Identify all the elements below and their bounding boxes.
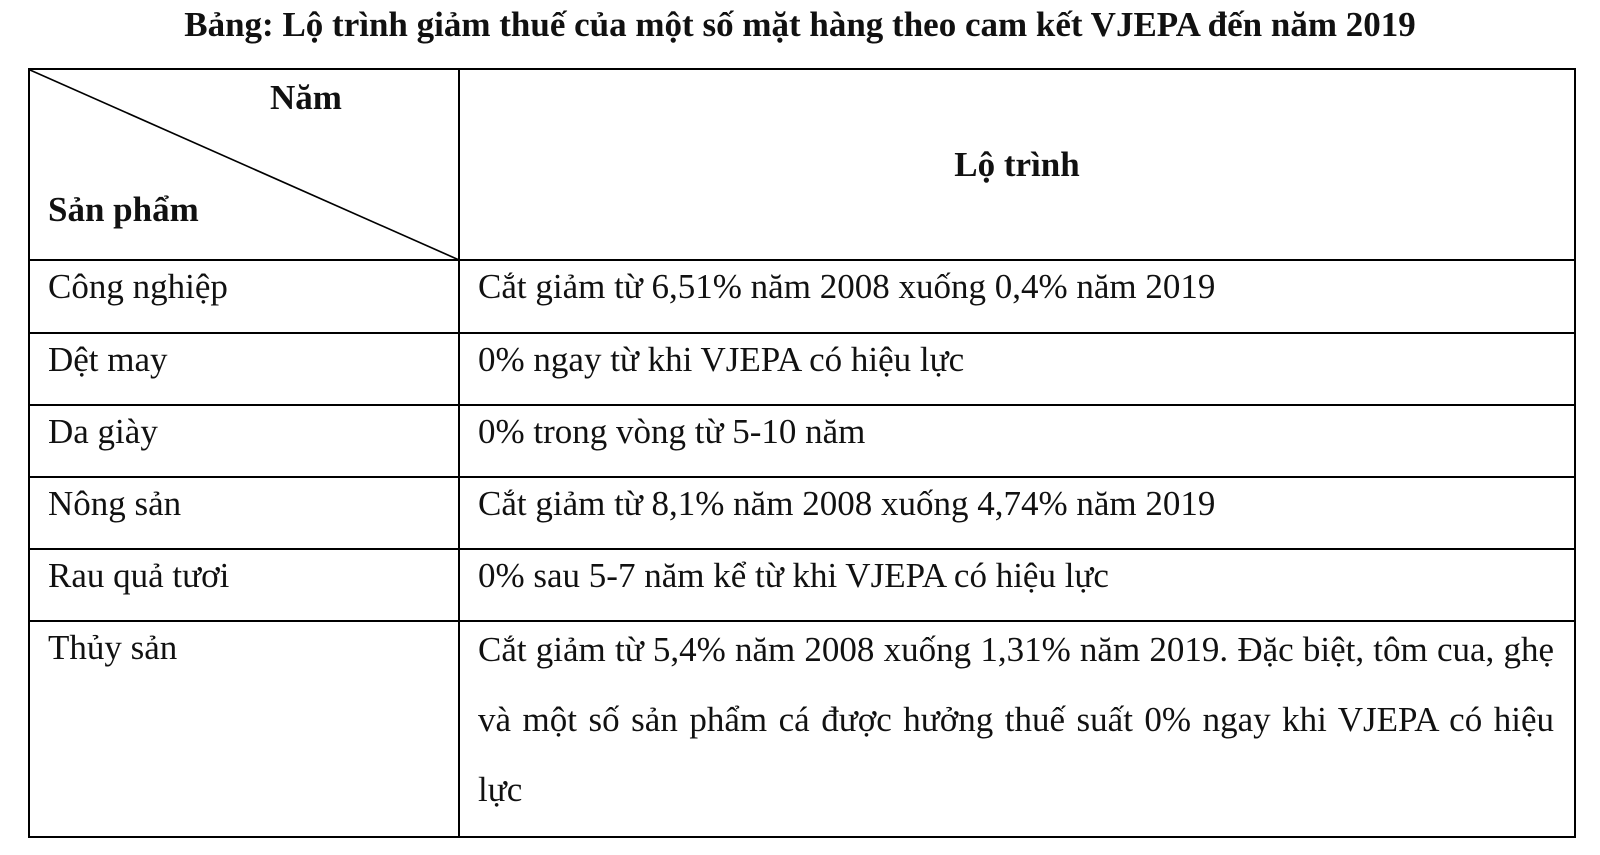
table-title: Bảng: Lộ trình giảm thuế của một số mặt … (184, 5, 1416, 44)
product-name: Nông sản (48, 483, 182, 523)
table-header-row: Năm Sản phẩm Lộ trình (28, 67, 1576, 262)
diagonal-divider-line (30, 70, 458, 260)
route-cell: 0% trong vòng từ 5-10 năm (458, 403, 1576, 478)
tax-roadmap-table: Năm Sản phẩm Lộ trình Công nghiệp Cắt gi… (28, 67, 1576, 839)
route-text: 0% ngay từ khi VJEPA có hiệu lực (478, 339, 965, 379)
product-name: Dệt may (48, 339, 168, 379)
route-text: 0% sau 5-7 năm kể từ khi VJEPA có hiệu l… (478, 555, 1109, 595)
route-text: Cắt giảm từ 8,1% năm 2008 xuống 4,74% nă… (478, 483, 1216, 523)
table-row: Da giày 0% trong vòng từ 5-10 năm (28, 403, 1576, 478)
route-text: Cắt giảm từ 5,4% năm 2008 xuống 1,31% nă… (478, 629, 1554, 809)
diagonal-header-cell: Năm Sản phẩm (28, 67, 460, 262)
table-row: Rau quả tươi 0% sau 5-7 năm kể từ khi VJ… (28, 547, 1576, 622)
header-route-label: Lộ trình (458, 67, 1576, 262)
product-cell: Dệt may (28, 331, 460, 406)
header-year-label: Năm (270, 78, 342, 117)
table-row: Thủy sản Cắt giảm từ 5,4% năm 2008 xuống… (28, 619, 1576, 839)
table-row: Dệt may 0% ngay từ khi VJEPA có hiệu lực (28, 331, 1576, 406)
table-row: Nông sản Cắt giảm từ 8,1% năm 2008 xuống… (28, 475, 1576, 550)
route-cell: 0% sau 5-7 năm kể từ khi VJEPA có hiệu l… (458, 547, 1576, 622)
product-cell: Công nghiệp (28, 259, 460, 334)
product-cell: Da giày (28, 403, 460, 478)
route-text: Cắt giảm từ 6,51% năm 2008 xuống 0,4% nă… (478, 267, 1216, 307)
product-cell: Rau quả tươi (28, 547, 460, 622)
route-text: 0% trong vòng từ 5-10 năm (478, 411, 866, 451)
table-row: Công nghiệp Cắt giảm từ 6,51% năm 2008 x… (28, 259, 1576, 334)
product-cell: Nông sản (28, 475, 460, 550)
route-cell: 0% ngay từ khi VJEPA có hiệu lực (458, 331, 1576, 406)
product-name: Da giày (48, 411, 158, 451)
route-cell: Cắt giảm từ 6,51% năm 2008 xuống 0,4% nă… (458, 259, 1576, 334)
product-name: Thủy sản (48, 627, 178, 667)
route-cell: Cắt giảm từ 8,1% năm 2008 xuống 4,74% nă… (458, 475, 1576, 550)
product-name: Rau quả tươi (48, 555, 230, 595)
route-cell: Cắt giảm từ 5,4% năm 2008 xuống 1,31% nă… (458, 619, 1576, 839)
product-name: Công nghiệp (48, 267, 228, 307)
header-product-label: Sản phẩm (48, 190, 199, 229)
product-cell: Thủy sản (28, 619, 460, 839)
